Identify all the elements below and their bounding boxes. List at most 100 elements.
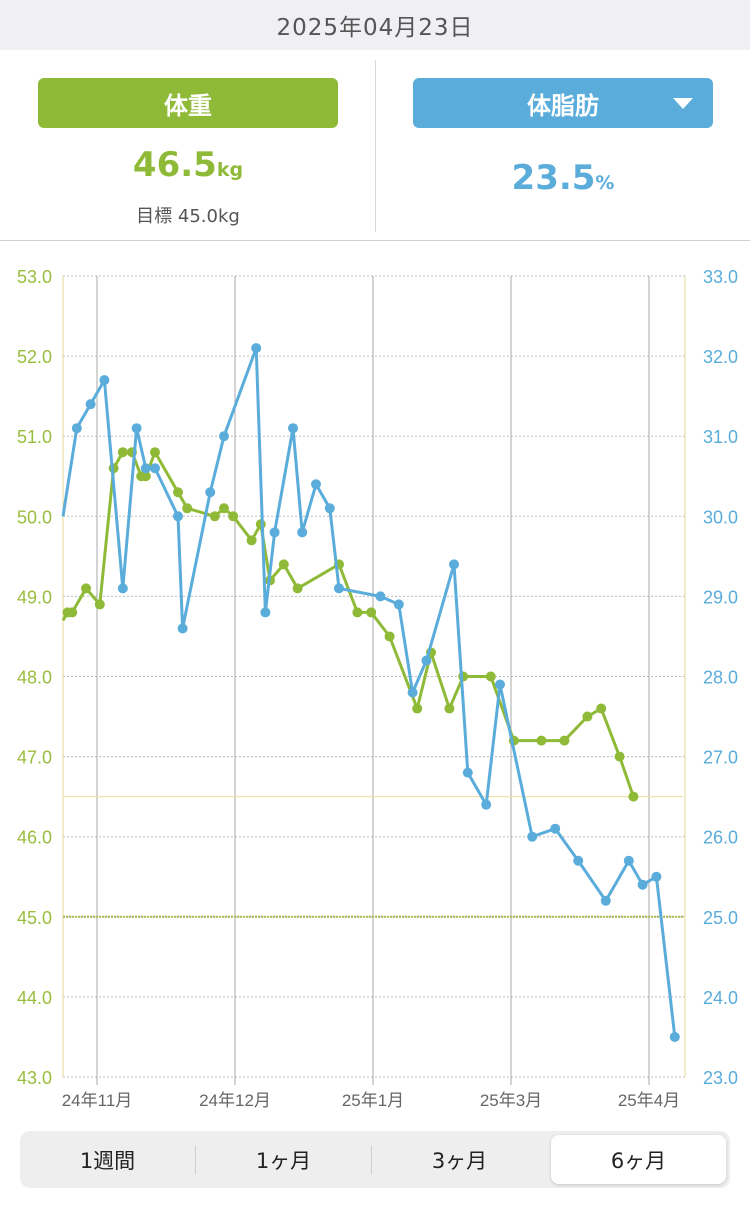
body-fat-data-point xyxy=(297,527,308,538)
body-fat-data-point xyxy=(449,559,459,570)
y-right-tick-label: 25.0 xyxy=(703,908,738,928)
body-fat-data-point xyxy=(481,799,492,810)
body-fat-data-point xyxy=(269,527,280,538)
y-left-tick-label: 44.0 xyxy=(17,988,52,1008)
body-fat-data-point xyxy=(131,423,142,434)
body-fat-data-point xyxy=(140,463,151,474)
body-fat-value: 23.5 xyxy=(511,158,596,198)
weight-value-display: 46.5kg xyxy=(38,145,338,185)
body-fat-data-point xyxy=(251,343,262,354)
y-right-tick-label: 26.0 xyxy=(703,828,738,848)
y-left-tick-label: 51.0 xyxy=(17,427,52,447)
body-fat-dropdown[interactable]: 体脂肪 xyxy=(413,78,713,128)
weight-fat-chart: 43.0 23.0 44.0 24.0 45.0 25.0 46.0 26.0 47.0 27.0… xyxy=(0,242,750,1122)
caret-down-icon xyxy=(673,98,693,109)
y-left-tick-label: 47.0 xyxy=(17,748,52,768)
x-tick-label: 25年1月 xyxy=(342,1091,404,1110)
y-left-tick-label: 50.0 xyxy=(17,507,52,527)
range-tab-1-week[interactable]: 1週間 xyxy=(20,1135,195,1184)
x-tick-label: 24年12月 xyxy=(199,1091,271,1110)
x-tick-label: 25年3月 xyxy=(480,1091,542,1110)
range-tab-1-month[interactable]: 1ヶ月 xyxy=(196,1135,371,1184)
weight-data-point xyxy=(614,751,625,762)
weight-data-point xyxy=(444,703,455,714)
range-tab-6-months[interactable]: 6ヶ月 xyxy=(551,1135,726,1184)
current-date: 2025年04月23日 xyxy=(276,15,474,41)
y-left-tick-label: 45.0 xyxy=(17,908,52,928)
body-fat-data-point xyxy=(375,591,386,602)
y-left-tick-label: 53.0 xyxy=(17,267,52,287)
weight-value: 46.5 xyxy=(132,145,217,185)
body-fat-data-point xyxy=(205,487,216,498)
weight-data-point xyxy=(352,607,363,618)
summary-panel: 体重 46.5kg 目標 45.0kg 体脂肪 23.5% xyxy=(0,50,750,241)
body-fat-data-point xyxy=(219,431,229,442)
body-fat-data-point xyxy=(637,879,648,890)
range-selector: 1週間 1ヶ月 3ヶ月 6ヶ月 xyxy=(20,1131,730,1188)
segment-separator xyxy=(371,1145,372,1174)
range-tab-label: 1ヶ月 xyxy=(255,1148,312,1173)
range-tab-label: 3ヶ月 xyxy=(431,1148,488,1173)
body-fat-value-display: 23.5% xyxy=(413,158,713,198)
y-right-tick-label: 28.0 xyxy=(703,668,738,688)
weight-data-point xyxy=(219,503,229,514)
body-fat-data-point xyxy=(527,831,538,842)
y-right-tick-label: 31.0 xyxy=(703,427,738,447)
y-left-tick-label: 52.0 xyxy=(17,347,52,367)
weight-data-point xyxy=(278,559,289,570)
body-fat-unit: % xyxy=(595,172,615,194)
x-tick-label: 25年4月 xyxy=(618,1091,680,1110)
weight-unit: kg xyxy=(216,159,244,181)
weight-data-point xyxy=(582,711,593,722)
weight-data-point xyxy=(94,599,105,610)
date-header: 2025年04月23日 xyxy=(0,0,750,50)
segment-separator xyxy=(195,1145,196,1174)
weight-data-point xyxy=(366,607,377,618)
weight-data-point xyxy=(182,503,193,514)
body-fat-data-point xyxy=(573,855,584,866)
body-fat-data-point xyxy=(600,895,611,906)
y-right-tick-label: 33.0 xyxy=(703,267,738,287)
body-fat-data-point xyxy=(651,871,662,882)
weight-data-point xyxy=(559,735,570,746)
body-fat-data-point xyxy=(669,1031,680,1042)
body-fat-data-point xyxy=(150,463,160,474)
x-tick-label: 24年11月 xyxy=(62,1091,133,1110)
y-left-tick-label: 49.0 xyxy=(17,587,52,607)
summary-divider xyxy=(375,60,376,232)
range-tab-label: 6ヶ月 xyxy=(610,1148,667,1173)
weight-data-point xyxy=(628,791,639,802)
y-left-tick-label: 48.0 xyxy=(17,668,52,688)
weight-data-point xyxy=(117,447,128,458)
body-fat-data-point xyxy=(550,823,561,834)
body-fat-data-point xyxy=(85,399,96,410)
weight-data-point xyxy=(536,735,547,746)
weight-data-point xyxy=(412,703,423,714)
body-fat-data-point xyxy=(260,607,271,618)
body-fat-data-point xyxy=(393,599,404,610)
chart-svg: 43.0 23.0 44.0 24.0 45.0 25.0 46.0 26.0 47.0 27.0… xyxy=(17,267,738,1110)
body-fat-data-point xyxy=(288,423,298,434)
range-tab-3-months[interactable]: 3ヶ月 xyxy=(372,1135,547,1184)
body-fat-data-point xyxy=(623,855,634,866)
target-weight: 目標 45.0kg xyxy=(136,206,240,227)
body-fat-button-label: 体脂肪 xyxy=(527,91,599,120)
weight-button[interactable]: 体重 xyxy=(38,78,338,128)
y-right-tick-label: 30.0 xyxy=(703,507,738,527)
body-fat-data-point xyxy=(324,503,335,514)
y-left-tick-label: 43.0 xyxy=(17,1068,52,1088)
weight-data-point xyxy=(140,471,151,482)
weight-data-point xyxy=(246,535,257,546)
body-fat-series-line xyxy=(61,347,677,1038)
weight-data-point xyxy=(384,631,395,642)
y-right-tick-label: 27.0 xyxy=(703,748,738,768)
weight-data-point xyxy=(209,511,220,522)
body-fat-data-point xyxy=(462,767,473,778)
y-left-tick-label: 46.0 xyxy=(17,828,52,848)
body-fat-data-point xyxy=(173,511,183,522)
weight-data-point xyxy=(485,671,496,682)
body-fat-data-point xyxy=(421,655,432,666)
body-fat-data-point xyxy=(177,623,188,634)
body-fat-data-point xyxy=(495,679,505,690)
y-right-tick-label: 23.0 xyxy=(703,1068,738,1088)
